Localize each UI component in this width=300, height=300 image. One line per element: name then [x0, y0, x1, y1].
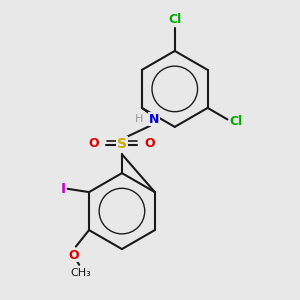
Text: O: O [69, 249, 80, 262]
Text: N: N [149, 113, 159, 126]
Text: Cl: Cl [229, 115, 242, 128]
Text: O: O [88, 137, 99, 150]
Text: S: S [117, 137, 127, 152]
Text: CH₃: CH₃ [70, 268, 91, 278]
Text: Cl: Cl [168, 13, 182, 26]
Text: I: I [61, 182, 66, 196]
Text: O: O [145, 137, 155, 150]
Text: H: H [135, 114, 143, 124]
